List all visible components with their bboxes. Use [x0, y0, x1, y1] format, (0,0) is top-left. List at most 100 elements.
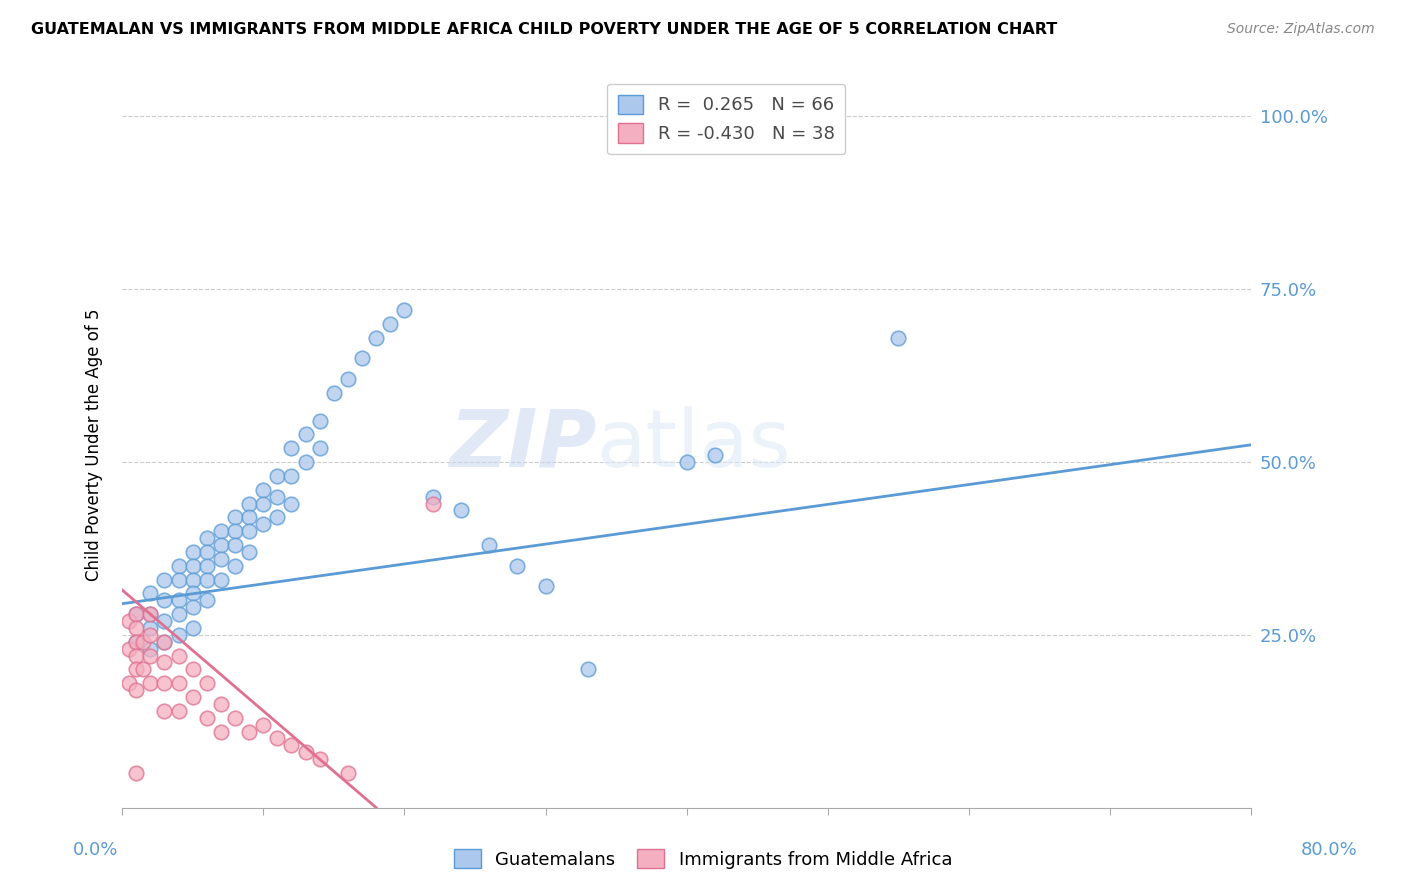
Point [125, 683, 148, 698]
Point [675, 455, 697, 469]
Text: GUATEMALAN VS IMMIGRANTS FROM MIDDLE AFRICA CHILD POVERTY UNDER THE AGE OF 5 COR: GUATEMALAN VS IMMIGRANTS FROM MIDDLE AFR… [31, 22, 1057, 37]
Point [118, 641, 141, 656]
Point [139, 648, 162, 663]
Point [195, 573, 218, 587]
Point [266, 510, 288, 524]
Point [139, 586, 162, 600]
Point [252, 517, 274, 532]
Point [181, 545, 204, 559]
Point [153, 634, 176, 648]
Point [118, 676, 141, 690]
Point [125, 634, 148, 648]
Point [153, 656, 176, 670]
Point [209, 538, 232, 552]
Point [366, 331, 388, 345]
Point [153, 573, 176, 587]
Point [224, 711, 246, 725]
Point [209, 724, 232, 739]
Point [139, 607, 162, 621]
Point [167, 676, 190, 690]
Y-axis label: Child Poverty Under the Age of 5: Child Poverty Under the Age of 5 [86, 309, 103, 581]
Point [195, 558, 218, 573]
Point [209, 551, 232, 566]
Point [266, 731, 288, 746]
Point [195, 711, 218, 725]
Text: Source: ZipAtlas.com: Source: ZipAtlas.com [1227, 22, 1375, 37]
Point [238, 510, 260, 524]
Point [308, 752, 330, 766]
Point [450, 503, 472, 517]
Point [139, 621, 162, 635]
Point [125, 607, 148, 621]
Point [322, 385, 344, 400]
Point [252, 717, 274, 731]
Point [266, 490, 288, 504]
Point [167, 648, 190, 663]
Point [153, 704, 176, 718]
Point [238, 496, 260, 510]
Point [422, 490, 444, 504]
Legend: R =  0.265   N = 66, R = -0.430   N = 38: R = 0.265 N = 66, R = -0.430 N = 38 [607, 84, 845, 154]
Text: 80.0%: 80.0% [1301, 840, 1357, 858]
Point [280, 468, 302, 483]
Point [350, 351, 373, 366]
Point [181, 662, 204, 676]
Point [153, 614, 176, 628]
Point [887, 331, 910, 345]
Point [308, 441, 330, 455]
Point [238, 524, 260, 538]
Point [125, 607, 148, 621]
Point [224, 538, 246, 552]
Point [380, 317, 402, 331]
Point [167, 704, 190, 718]
Point [118, 614, 141, 628]
Point [336, 766, 359, 780]
Point [125, 766, 148, 780]
Point [576, 662, 599, 676]
Point [181, 573, 204, 587]
Point [195, 676, 218, 690]
Point [181, 690, 204, 704]
Point [167, 628, 190, 642]
Point [280, 739, 302, 753]
Point [224, 524, 246, 538]
Point [294, 745, 316, 759]
Point [153, 593, 176, 607]
Point [167, 573, 190, 587]
Point [506, 558, 529, 573]
Text: ZIP: ZIP [449, 406, 596, 483]
Point [181, 586, 204, 600]
Point [394, 303, 416, 318]
Point [132, 662, 155, 676]
Point [125, 634, 148, 648]
Point [167, 558, 190, 573]
Legend: Guatemalans, Immigrants from Middle Africa: Guatemalans, Immigrants from Middle Afri… [447, 841, 959, 876]
Point [224, 558, 246, 573]
Point [139, 676, 162, 690]
Point [238, 545, 260, 559]
Point [132, 634, 155, 648]
Point [252, 483, 274, 497]
Point [280, 441, 302, 455]
Point [266, 468, 288, 483]
Point [195, 545, 218, 559]
Point [224, 510, 246, 524]
Point [125, 621, 148, 635]
Point [534, 579, 557, 593]
Point [153, 634, 176, 648]
Point [167, 593, 190, 607]
Point [195, 531, 218, 545]
Point [125, 648, 148, 663]
Point [195, 593, 218, 607]
Point [252, 496, 274, 510]
Point [209, 697, 232, 711]
Point [181, 600, 204, 615]
Point [181, 558, 204, 573]
Point [209, 524, 232, 538]
Point [308, 413, 330, 427]
Text: atlas: atlas [596, 406, 790, 483]
Point [125, 662, 148, 676]
Point [238, 724, 260, 739]
Point [704, 448, 727, 462]
Point [139, 641, 162, 656]
